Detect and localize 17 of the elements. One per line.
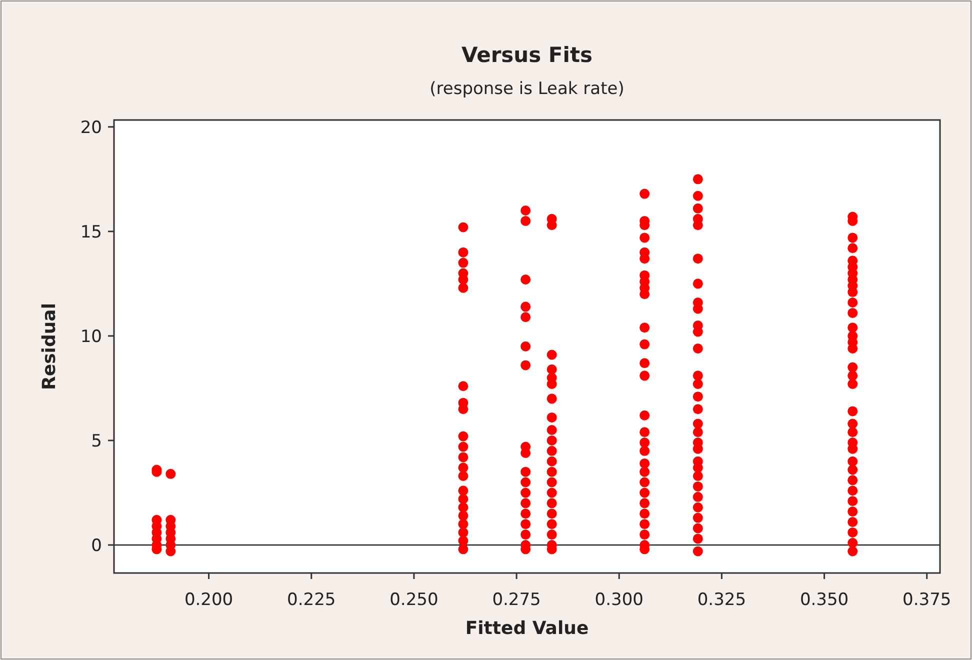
x-tick-label: 0.250 [390,590,438,610]
x-tick-label: 0.200 [184,590,234,610]
x-tick-label: 0.275 [492,590,541,610]
x-tick-label: 0.225 [287,590,336,610]
y-tick-label: 20 [80,118,102,138]
chart-title: Versus Fits [461,43,593,67]
x-tick-label: 0.300 [594,590,644,610]
y-tick-label: 10 [80,326,102,347]
x-axis-title: Fitted Value [465,618,589,639]
x-tick-label: 0.350 [800,590,849,610]
y-tick-label: 5 [91,431,102,452]
x-tick-label: 0.375 [902,590,952,610]
y-tick-label: 0 [91,536,102,556]
y-tick-label: 15 [80,222,102,242]
chart-subtitle: (response is Leak rate) [430,79,624,99]
y-axis-title: Residual [39,303,60,390]
x-tick-label: 0.325 [697,590,746,610]
